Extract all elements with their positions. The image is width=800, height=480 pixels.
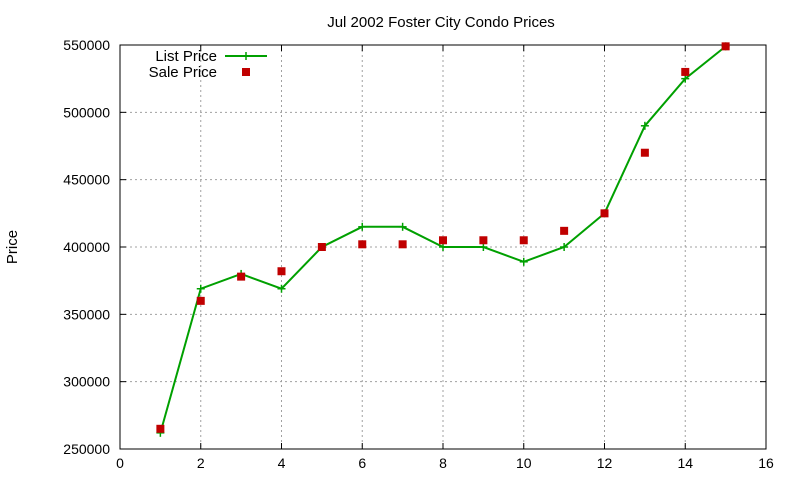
data-point-cross — [439, 243, 447, 251]
x-tick-label: 14 — [677, 455, 693, 471]
data-point-cross — [358, 222, 367, 231]
data-point-cross — [196, 284, 205, 293]
data-point-cross — [519, 257, 528, 266]
data-point-square — [439, 236, 447, 245]
data-point-square — [519, 236, 528, 245]
chart-title: Jul 2002 Foster City Condo Prices — [327, 14, 555, 31]
series-layer — [156, 42, 730, 437]
data-point-square — [358, 240, 367, 249]
axes: 0 2 4 6 8 10 12 14 16 250000 300000 350000 400000 450… — [63, 37, 774, 471]
y-tick-label: 550000 — [63, 37, 110, 53]
y-tick-label: 450000 — [63, 172, 110, 188]
data-point-square — [640, 148, 649, 157]
legend-label: Sale Price — [149, 64, 217, 81]
data-point-square — [196, 296, 205, 305]
legend-cross-swatch — [242, 52, 250, 60]
data-point-square — [600, 209, 609, 218]
data-point-square — [721, 42, 730, 51]
legend-entry: List Price — [155, 48, 267, 65]
y-axis-label: Price — [4, 230, 21, 264]
legend-entry: Sale Price — [149, 64, 250, 81]
data-point-square — [398, 240, 407, 249]
data-point-cross — [681, 74, 690, 83]
x-tick-label: 0 — [116, 455, 124, 471]
y-tick-label: 250000 — [63, 441, 110, 457]
data-point-square — [277, 267, 286, 276]
data-point-cross — [479, 243, 488, 251]
legend-square-swatch — [242, 68, 250, 76]
data-point-cross — [560, 243, 569, 251]
x-tick-label: 8 — [439, 455, 447, 471]
data-point-square — [560, 226, 569, 235]
x-tick-label: 4 — [278, 455, 286, 471]
x-tick-label: 10 — [516, 455, 532, 471]
y-tick-label: 400000 — [63, 239, 110, 255]
legend-label: List Price — [155, 48, 217, 65]
y-tick-label: 350000 — [63, 306, 110, 322]
x-tick-label: 2 — [197, 455, 205, 471]
data-point-square — [156, 424, 165, 433]
data-point-square — [479, 236, 488, 245]
series-1 — [156, 42, 730, 433]
data-point-square — [681, 67, 690, 76]
x-tick-label: 12 — [597, 455, 613, 471]
y-tick-label: 300000 — [63, 374, 110, 390]
data-point-cross — [640, 121, 649, 130]
data-point-cross — [398, 222, 407, 231]
data-point-square — [237, 272, 246, 281]
data-point-square — [317, 243, 326, 251]
data-point-cross — [277, 284, 286, 293]
x-tick-label: 6 — [358, 455, 366, 471]
x-tick-label: 16 — [758, 455, 774, 471]
y-tick-label: 500000 — [63, 104, 110, 120]
